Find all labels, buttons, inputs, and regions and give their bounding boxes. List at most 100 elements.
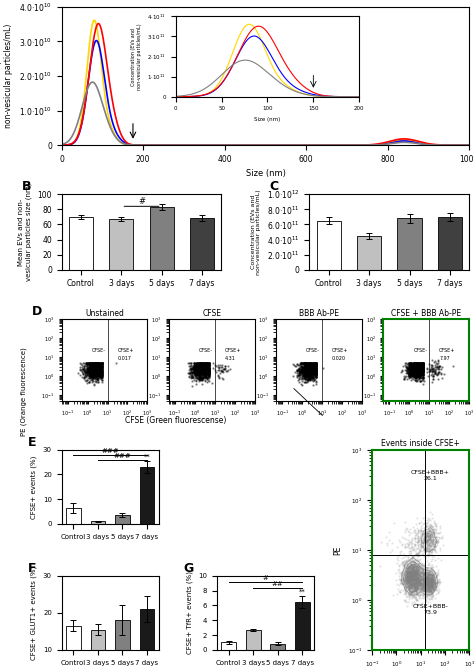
Point (87, 366, 95, 377)
Point (302, 369, 310, 380)
Point (417, 362, 424, 373)
Point (412, 371, 419, 382)
Point (420, 576, 428, 587)
Point (201, 363, 209, 374)
Point (190, 357, 198, 368)
Point (413, 357, 421, 368)
Point (402, 584, 410, 595)
Point (414, 556, 422, 567)
Point (193, 358, 201, 369)
Point (97, 362, 104, 373)
Point (203, 373, 211, 383)
Point (415, 533, 422, 543)
Point (428, 573, 435, 584)
Point (404, 568, 412, 579)
Point (301, 368, 308, 379)
Point (310, 362, 317, 373)
Point (196, 367, 204, 378)
Point (89, 362, 96, 373)
Point (414, 590, 421, 600)
Point (92, 359, 100, 370)
Point (415, 361, 423, 372)
Point (203, 369, 211, 380)
Point (411, 550, 419, 561)
Point (418, 360, 425, 371)
Text: 7.97: 7.97 (439, 356, 450, 360)
Point (401, 576, 409, 587)
Point (408, 566, 416, 577)
Point (300, 370, 307, 381)
Point (419, 567, 427, 578)
Point (416, 553, 424, 564)
Point (205, 367, 213, 378)
Point (427, 561, 434, 572)
Point (410, 560, 418, 571)
Point (419, 365, 427, 376)
Point (409, 574, 416, 584)
Point (201, 360, 208, 371)
Point (415, 581, 423, 592)
Point (418, 573, 426, 584)
Point (411, 364, 419, 375)
Point (428, 363, 436, 374)
Point (90, 364, 98, 375)
Point (191, 357, 198, 368)
Point (96, 358, 104, 369)
Point (421, 522, 429, 533)
Point (202, 360, 210, 371)
Point (428, 582, 436, 592)
Point (306, 366, 314, 377)
Point (308, 366, 315, 377)
Point (405, 582, 413, 593)
Point (191, 368, 199, 379)
Point (426, 582, 433, 593)
Point (195, 372, 202, 383)
Point (196, 366, 204, 377)
Point (202, 369, 210, 379)
Point (91, 361, 99, 372)
Point (407, 359, 414, 370)
Point (91, 360, 99, 371)
Point (430, 573, 438, 584)
Point (308, 361, 316, 372)
Point (422, 583, 430, 594)
Point (419, 564, 427, 575)
Point (303, 362, 311, 373)
Point (428, 573, 435, 584)
Point (91, 362, 99, 373)
Point (203, 357, 210, 368)
Point (96, 367, 103, 378)
Point (309, 367, 317, 378)
Point (407, 571, 414, 582)
Point (412, 369, 420, 379)
Point (74, 368, 82, 379)
Point (411, 581, 419, 592)
Point (306, 359, 313, 370)
Point (211, 360, 219, 371)
Point (90, 364, 97, 375)
Point (94, 369, 101, 379)
Point (197, 365, 204, 376)
Point (310, 360, 317, 371)
Point (200, 371, 208, 381)
Point (408, 559, 416, 570)
Point (436, 544, 443, 555)
Point (411, 584, 419, 595)
Point (309, 361, 317, 372)
Point (425, 539, 432, 550)
Point (421, 584, 428, 595)
Point (302, 358, 310, 369)
Point (431, 577, 439, 588)
Point (421, 585, 429, 596)
Point (432, 580, 440, 590)
Point (305, 362, 313, 373)
Point (416, 364, 424, 375)
Point (96, 368, 103, 379)
Point (415, 369, 423, 380)
Point (296, 358, 304, 369)
Point (428, 576, 436, 587)
Point (410, 572, 418, 582)
Point (200, 368, 207, 379)
Point (408, 574, 415, 585)
Point (413, 572, 421, 583)
